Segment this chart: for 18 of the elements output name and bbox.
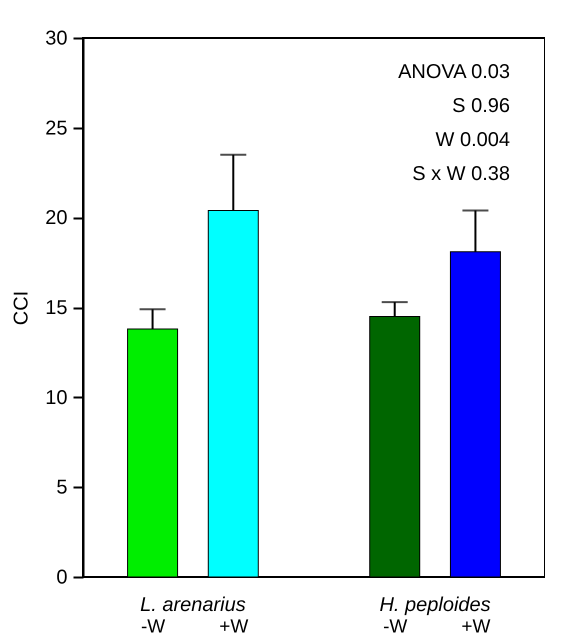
text: L. arenarius [140, 594, 246, 616]
x-tick-label: +W [461, 616, 491, 636]
x-tick-label: -W [383, 616, 408, 636]
y-tick-label: 10 [45, 386, 68, 409]
annotation: ANOVA 0.03 [398, 61, 510, 83]
annotation: S x W 0.38 [412, 163, 510, 185]
x-tick-label: +W [219, 616, 248, 636]
annotation: S 0.96 [452, 95, 510, 117]
text: H. peploides [379, 594, 491, 616]
x-tick-label: -W [140, 616, 166, 636]
y-tick-label: 5 [56, 476, 68, 499]
y-tick-label: 0 [56, 566, 68, 588]
y-tick-label: 30 [45, 28, 68, 50]
y-axis-title: CCI [10, 290, 32, 326]
y-tick-label: 15 [45, 297, 68, 319]
y-tick-label: 20 [45, 207, 68, 230]
y-tick-label: 25 [45, 117, 68, 140]
annotation: W 0.004 [436, 129, 510, 151]
